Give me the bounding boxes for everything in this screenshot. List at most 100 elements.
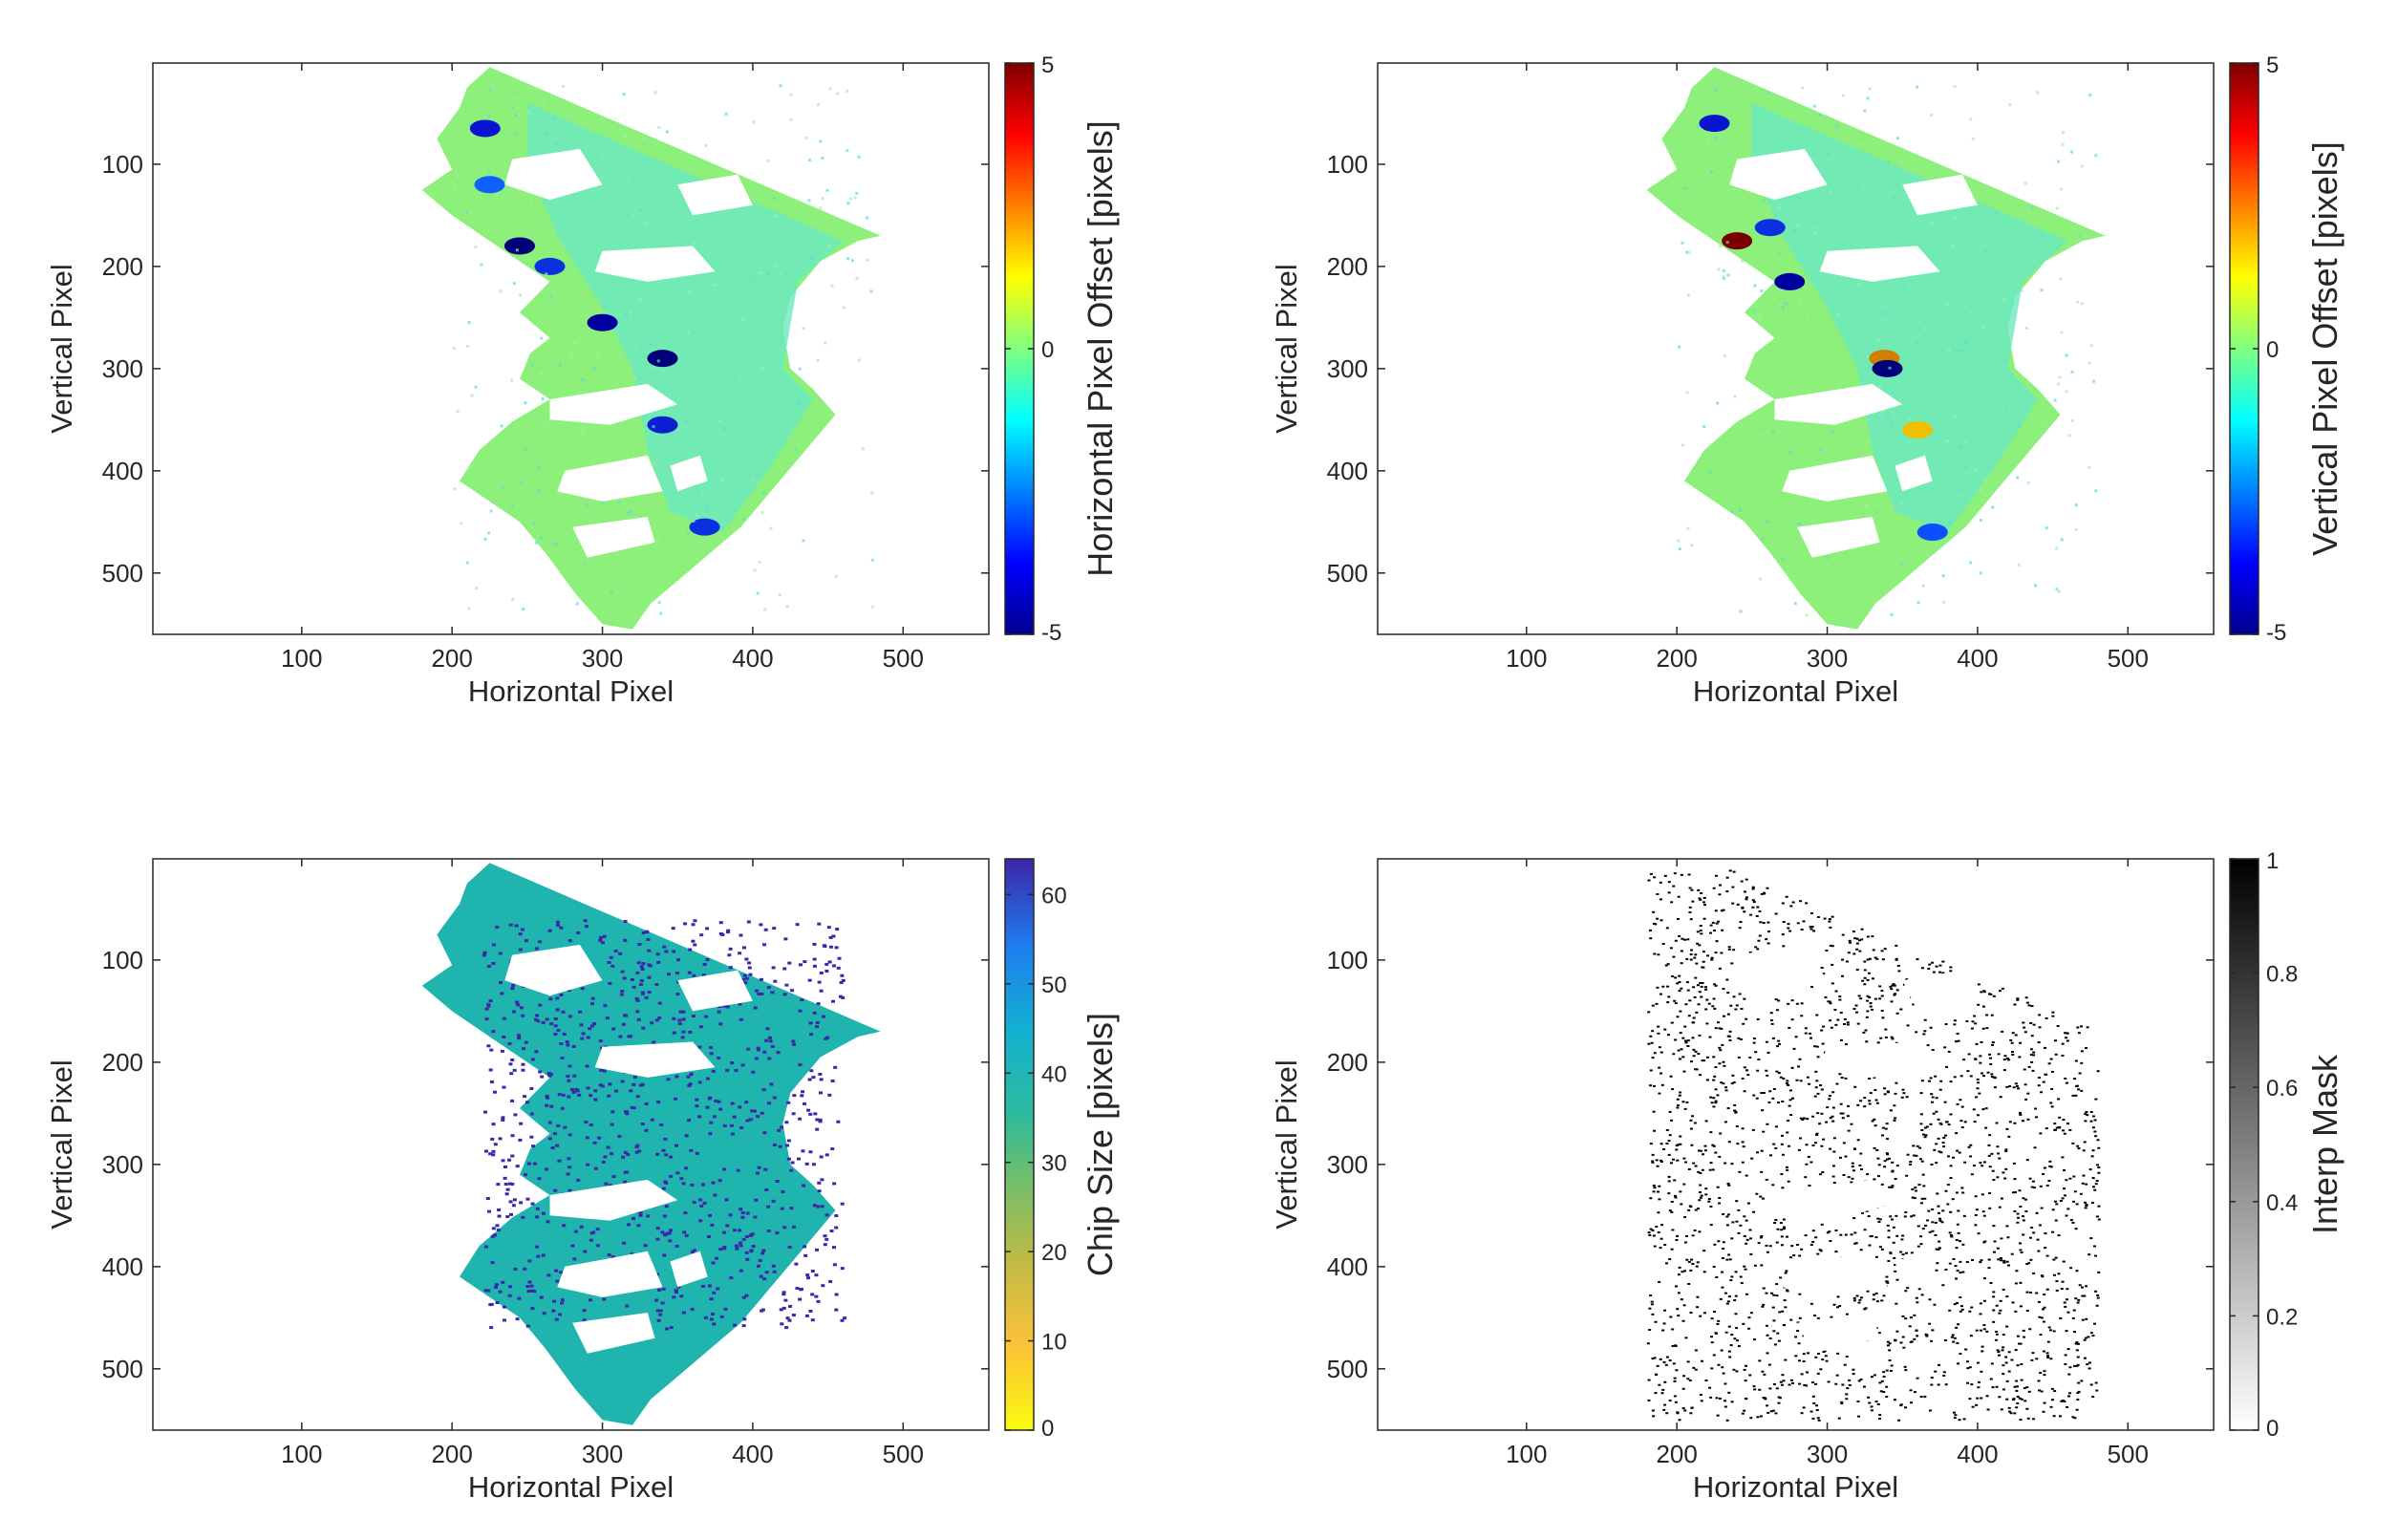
mask-cell — [2088, 1253, 2091, 1256]
offset-speckle — [1678, 345, 1681, 349]
mask-cell — [2082, 1149, 2086, 1152]
chip-cell — [831, 934, 836, 938]
mask-cell — [1710, 956, 1714, 959]
mask-cell — [1929, 1026, 1933, 1029]
mask-cell — [1891, 984, 1895, 987]
offset-speckle — [530, 363, 534, 367]
mask-cell — [1935, 1248, 1938, 1251]
mask-cell — [1787, 1002, 1790, 1005]
mask-cell — [1652, 910, 1656, 913]
mask-cell — [1893, 1104, 1896, 1107]
mask-cell — [1986, 1408, 1990, 1411]
mask-cell — [2007, 1059, 2011, 1061]
chip-cell — [567, 1188, 572, 1192]
chip-cell — [584, 925, 589, 929]
mask-cell — [1783, 1324, 1787, 1327]
mask-cell — [1805, 1144, 1809, 1146]
chip-cell — [722, 1167, 727, 1171]
mask-cell — [1703, 904, 1707, 907]
mask-cell — [1878, 1246, 1882, 1249]
mask-cell — [2064, 1077, 2067, 1080]
mask-cell — [1875, 957, 1879, 960]
mask-cell — [2084, 1337, 2088, 1339]
mask-cell — [1871, 977, 1874, 980]
mask-cell — [1781, 902, 1785, 905]
mask-cell — [1873, 1124, 1877, 1127]
mask-cell — [1755, 914, 1759, 917]
chip-cell — [800, 1094, 804, 1098]
mask-cell — [1670, 1119, 1674, 1122]
mask-cell — [2032, 1272, 2036, 1274]
offset-speckle — [1953, 216, 1957, 220]
chip-cell — [819, 971, 824, 974]
mask-cell — [1915, 1189, 1918, 1192]
offset-speckle — [766, 159, 770, 162]
mask-cell — [1742, 1022, 1745, 1025]
chip-cell — [485, 1197, 490, 1201]
mask-cell — [1888, 1186, 1892, 1188]
mask-cell — [2023, 1387, 2026, 1390]
chip-cell — [636, 961, 641, 965]
mask-cell — [1869, 1002, 1873, 1005]
mask-cell — [1653, 1245, 1657, 1248]
mask-cell — [1771, 1306, 1775, 1309]
offset-speckle — [830, 284, 834, 288]
mask-cell — [2093, 1254, 2097, 1257]
mask-cell — [1785, 1081, 1788, 1084]
chip-cell — [708, 1096, 713, 1100]
mask-cell — [1786, 1080, 1789, 1082]
mask-cell — [1794, 1355, 1798, 1358]
mask-cell — [1984, 1107, 1988, 1110]
mask-cell — [1958, 1240, 1961, 1243]
mask-cell — [1811, 1241, 1815, 1244]
mask-cell — [1719, 1297, 1723, 1300]
chip-cell — [536, 1254, 541, 1258]
mask-cell — [1969, 1335, 1973, 1337]
mask-cell — [1687, 1282, 1691, 1285]
mask-cell — [2044, 1232, 2047, 1235]
offset-speckle — [807, 199, 811, 203]
mask-cell — [1668, 1400, 1672, 1402]
mask-cell — [1914, 1391, 1917, 1394]
mask-cell — [1873, 1118, 1876, 1121]
mask-cell — [1829, 1147, 1832, 1150]
mask-cell — [1960, 1126, 1964, 1129]
chip-cell — [655, 1309, 660, 1313]
mask-cell — [2072, 1175, 2076, 1178]
mask-cell — [1955, 1191, 1959, 1194]
mask-cell — [1808, 1032, 1811, 1035]
mask-cell — [1825, 950, 1829, 952]
mask-cell — [1928, 963, 1932, 966]
mask-cell — [1910, 1251, 1914, 1254]
mask-cell — [1647, 1231, 1651, 1234]
chip-cell — [803, 1245, 807, 1249]
mask-cell — [1828, 1000, 1831, 1003]
mask-cell — [1920, 1197, 1924, 1200]
offset-speckle — [2088, 361, 2091, 365]
mask-cell — [1731, 1221, 1735, 1224]
mask-cell — [2072, 1078, 2076, 1080]
mask-cell — [1942, 1374, 1946, 1377]
data-gap — [557, 455, 663, 502]
mask-cell — [1651, 1229, 1655, 1231]
data-gap — [677, 970, 753, 1012]
mask-cell — [1741, 906, 1745, 909]
mask-cell — [1773, 1222, 1777, 1225]
mask-cell — [1811, 1395, 1815, 1398]
mask-cell — [1823, 1051, 1827, 1054]
mask-cell — [1913, 1154, 1916, 1157]
mask-cell — [1700, 995, 1703, 998]
mask-cell — [1805, 1384, 1809, 1387]
chip-cell — [613, 950, 618, 953]
mask-cell — [1814, 1236, 1818, 1239]
y-tick-label: 200 — [102, 1048, 143, 1077]
mask-cell — [1695, 1265, 1699, 1268]
chip-cell — [529, 1135, 534, 1139]
chip-cell — [806, 1108, 811, 1112]
mask-cell — [1999, 1309, 2002, 1312]
mask-cell — [1745, 1174, 1748, 1177]
mask-cell — [1678, 981, 1681, 984]
mask-cell — [1852, 1169, 1855, 1172]
offset-speckle — [665, 130, 669, 134]
offset-speckle — [1812, 104, 1816, 108]
